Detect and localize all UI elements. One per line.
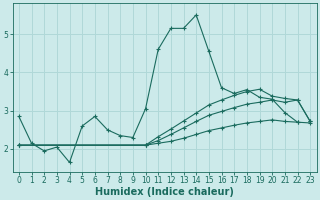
X-axis label: Humidex (Indice chaleur): Humidex (Indice chaleur) xyxy=(95,187,234,197)
